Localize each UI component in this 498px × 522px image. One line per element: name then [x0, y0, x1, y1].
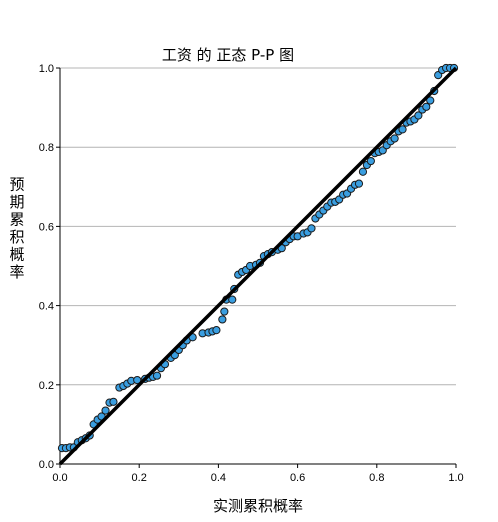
reference-line	[58, 66, 458, 466]
data-point	[101, 406, 110, 415]
data-point	[307, 224, 316, 233]
data-point	[354, 179, 364, 188]
x-tick-label: 0.2	[132, 472, 147, 484]
data-point	[426, 96, 435, 105]
data-point	[218, 315, 227, 324]
y-tick-label: 0.2	[39, 380, 54, 392]
x-tick-label: 1.0	[448, 472, 463, 484]
gridlines	[60, 67, 456, 386]
y-axis-label: 预期累积概率	[9, 175, 24, 281]
data-point	[422, 102, 431, 111]
data-point	[414, 111, 423, 120]
data-points	[57, 63, 459, 453]
data-point	[212, 326, 221, 335]
y-tick-label: 0.4	[39, 301, 54, 313]
y-tick-label: 0.8	[39, 142, 54, 154]
data-point	[398, 125, 407, 134]
x-axis-label: 实测累积概率	[213, 497, 303, 515]
x-axis-ticks: 0.0 0.2 0.4 0.6 0.8 1.0	[52, 464, 464, 484]
y-tick-label: 1.0	[39, 63, 54, 75]
x-tick-label: 0.0	[52, 472, 67, 484]
data-point	[390, 134, 399, 143]
x-tick-label: 0.6	[290, 472, 305, 484]
y-tick-label: 0.6	[39, 221, 54, 233]
data-point	[152, 371, 162, 380]
chart-title: 工资 的 正态 P-P 图	[162, 46, 294, 64]
y-axis-ticks: 0.0 0.2 0.4 0.6 0.8 1.0	[39, 63, 60, 471]
data-point	[133, 375, 142, 385]
x-tick-label: 0.8	[369, 472, 384, 484]
y-tick-label: 0.0	[39, 459, 54, 471]
data-point	[358, 167, 368, 176]
data-point	[366, 156, 375, 166]
data-point	[109, 397, 118, 406]
data-point	[220, 307, 229, 316]
data-point	[228, 295, 237, 304]
x-tick-label: 0.4	[211, 472, 226, 484]
